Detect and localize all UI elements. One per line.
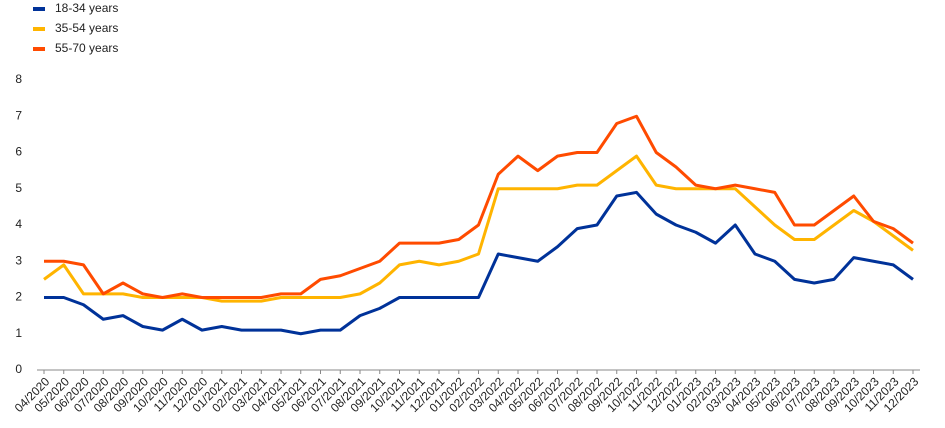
y-tick-label: 5 (15, 181, 22, 195)
series-line (44, 190, 914, 336)
legend-label: 18-34 years (55, 1, 118, 15)
series-line (44, 114, 914, 299)
y-tick-label: 4 (15, 217, 22, 231)
y-tick-label: 2 (15, 290, 22, 304)
legend-label: 55-70 years (55, 41, 118, 55)
y-tick-label: 1 (15, 326, 22, 340)
y-tick-label: 8 (15, 72, 22, 86)
y-tick-label: 7 (15, 108, 22, 122)
y-tick-label: 0 (15, 362, 22, 376)
series-line (43, 154, 914, 303)
y-tick-label: 6 (15, 145, 22, 159)
y-tick-label: 3 (15, 253, 22, 267)
legend-label: 35-54 years (55, 21, 118, 35)
